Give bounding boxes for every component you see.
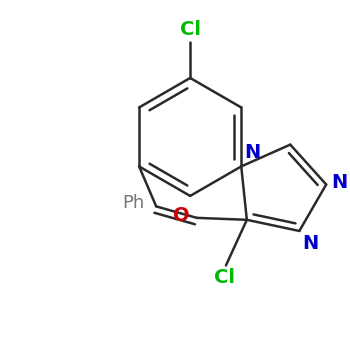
- Text: Ph: Ph: [122, 194, 145, 212]
- Text: N: N: [244, 143, 260, 162]
- Text: N: N: [302, 234, 318, 253]
- Text: Cl: Cl: [214, 268, 235, 287]
- Text: O: O: [173, 206, 189, 225]
- Text: Cl: Cl: [180, 20, 201, 39]
- Text: N: N: [331, 173, 347, 192]
